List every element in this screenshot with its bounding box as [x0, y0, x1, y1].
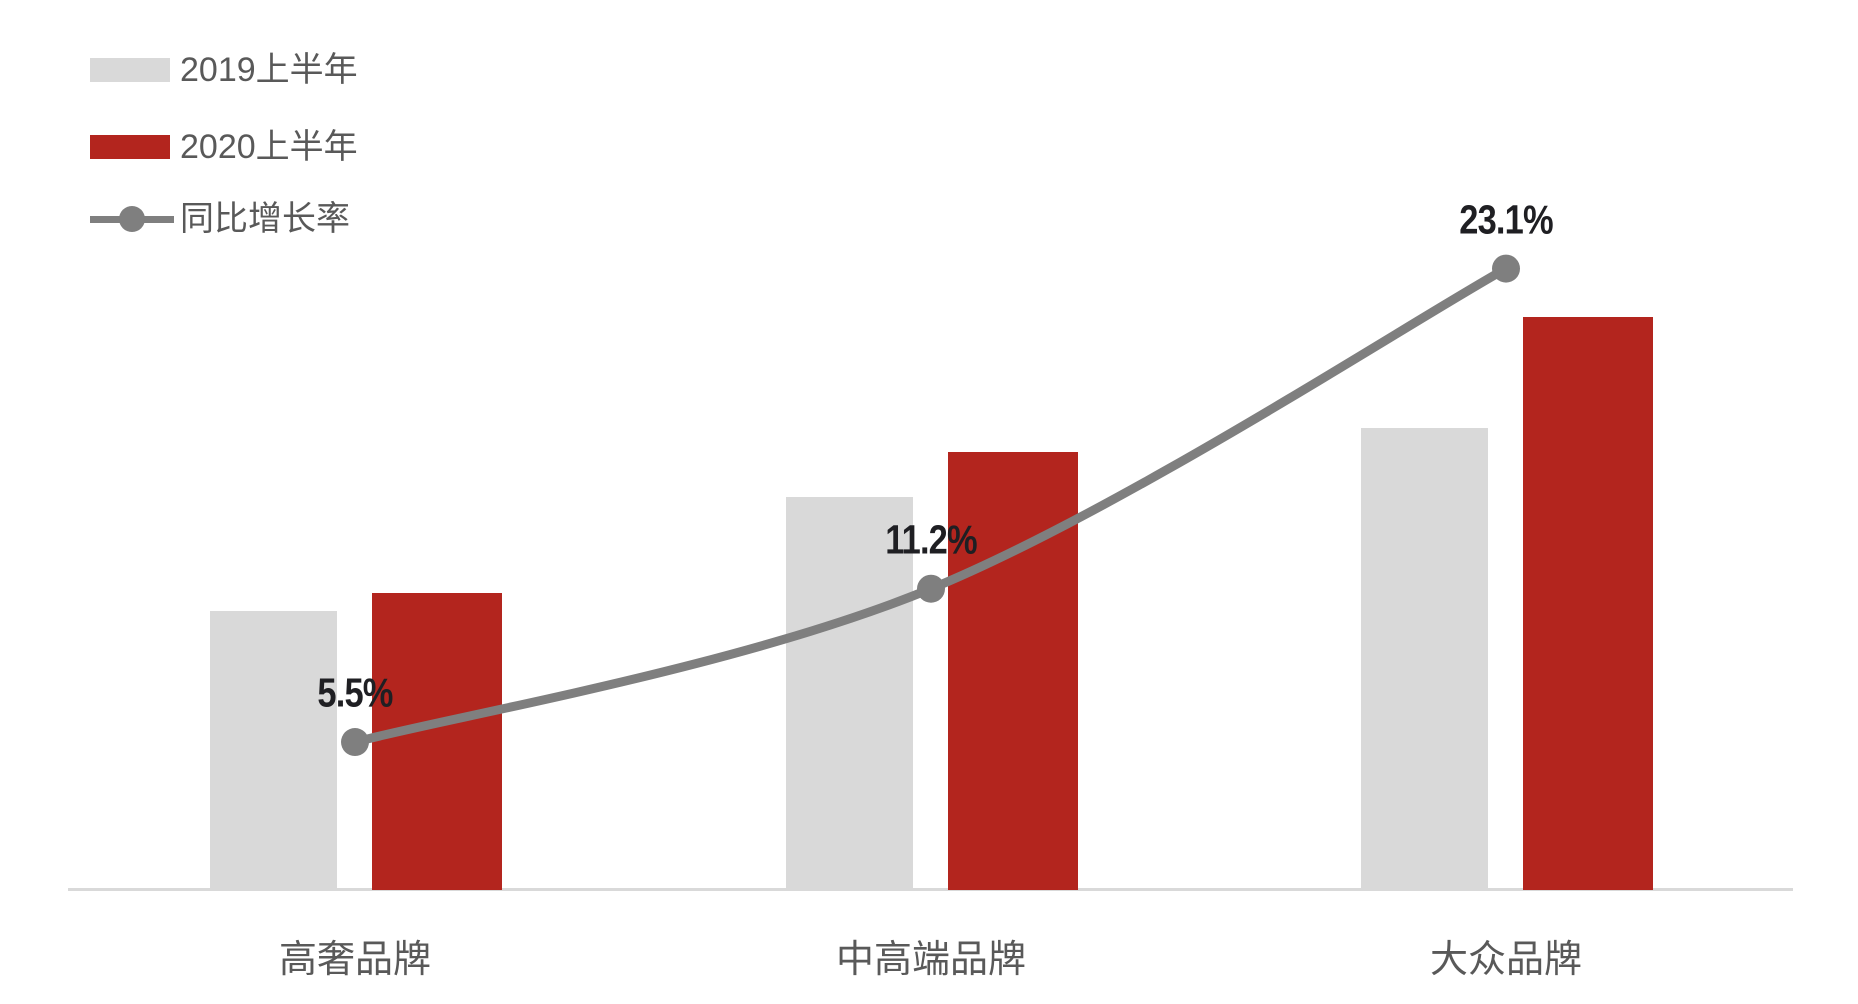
legend-line-marker-icon	[90, 206, 174, 232]
legend-swatch-2020	[90, 135, 170, 159]
growth-point-2	[1492, 254, 1520, 283]
x-axis-line	[68, 888, 1793, 891]
legend-swatch-2019	[90, 58, 170, 82]
bar-2020-2	[1523, 317, 1653, 890]
legend-dot-icon	[119, 206, 145, 232]
legend-item-growth-rate: 同比增长率	[90, 199, 350, 239]
bar-2019-1	[786, 496, 913, 890]
legend-label-2020: 2020上半年	[180, 128, 358, 166]
growth-point-0	[341, 728, 369, 757]
legend-label-growth-rate: 同比增长率	[180, 200, 350, 238]
growth-label-2: 23.1%	[1459, 196, 1553, 243]
growth-point-1	[917, 574, 945, 603]
bar-2020-0	[372, 593, 502, 890]
growth-line	[353, 264, 1509, 747]
bar-2019-2	[1361, 427, 1488, 890]
category-label-0: 高奢品牌	[278, 939, 432, 981]
legend-item-2019: 2019上半年	[90, 50, 358, 90]
legend-label-2019: 2019上半年	[180, 51, 358, 89]
growth-label-0: 5.5%	[317, 669, 393, 716]
category-label-1: 中高端品牌	[835, 939, 1027, 981]
legend-item-2020: 2020上半年	[90, 127, 358, 167]
category-label-2: 大众品牌	[1429, 939, 1583, 981]
growth-label-1: 11.2%	[885, 516, 977, 563]
bar-2019-0	[210, 610, 337, 890]
